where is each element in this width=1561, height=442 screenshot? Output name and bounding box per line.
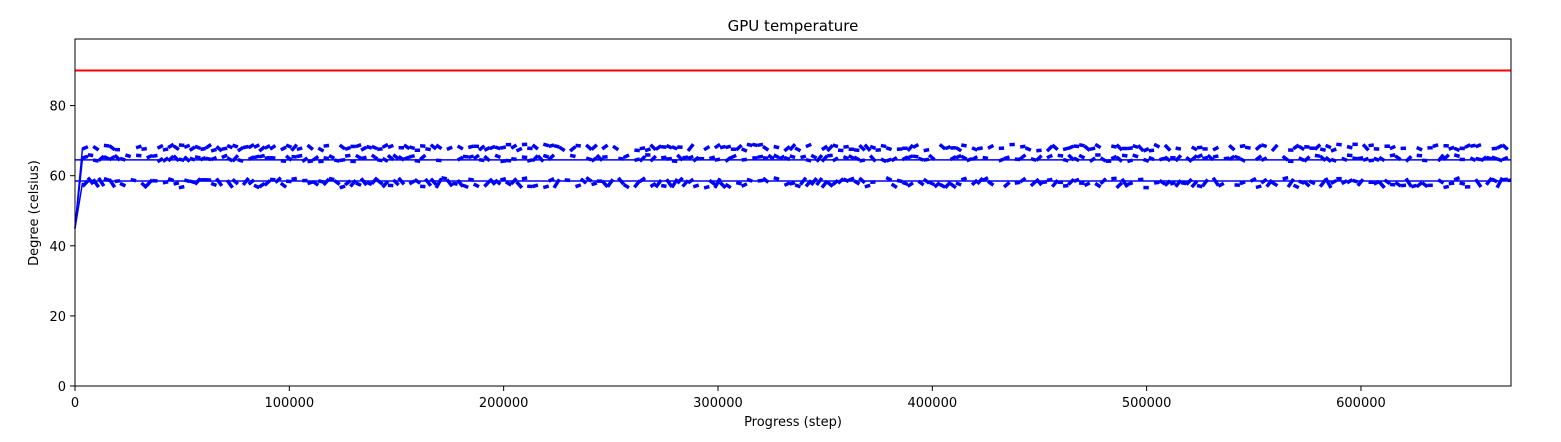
x-axis-ticks: 0 100000 200000 300000 400000 500000 600000 xyxy=(71,386,1386,411)
x-tick-label: 300000 xyxy=(693,396,743,411)
temperature-series-0 xyxy=(74,142,1509,229)
y-axis-label: Degree (celsius) xyxy=(27,160,42,266)
series-band-2 xyxy=(81,175,1512,190)
x-tick-label: 600000 xyxy=(1336,396,1386,411)
x-tick-label: 100000 xyxy=(265,396,315,411)
y-tick-label: 60 xyxy=(49,170,66,185)
temperature-series-1 xyxy=(74,153,1509,229)
y-tick-label: 80 xyxy=(49,100,66,115)
y-tick-label: 20 xyxy=(49,310,66,325)
y-tick-label: 0 xyxy=(58,380,66,395)
series-band-0 xyxy=(81,142,1509,153)
plot-area xyxy=(74,69,1512,229)
series-band-1 xyxy=(82,153,1509,164)
x-tick-label: 400000 xyxy=(907,396,957,411)
chart-title: GPU temperature xyxy=(728,17,859,35)
x-axis-label: Progress (step) xyxy=(744,415,842,430)
y-tick-label: 40 xyxy=(49,240,66,255)
x-tick-label: 0 xyxy=(71,396,79,411)
x-tick-label: 500000 xyxy=(1122,396,1172,411)
y-axis-ticks: 0 20 40 60 80 xyxy=(49,100,75,395)
series-warmup-2 xyxy=(74,182,84,229)
x-tick-label: 200000 xyxy=(479,396,529,411)
temperature-series-2 xyxy=(74,175,1512,229)
axes-frame xyxy=(74,38,1512,387)
